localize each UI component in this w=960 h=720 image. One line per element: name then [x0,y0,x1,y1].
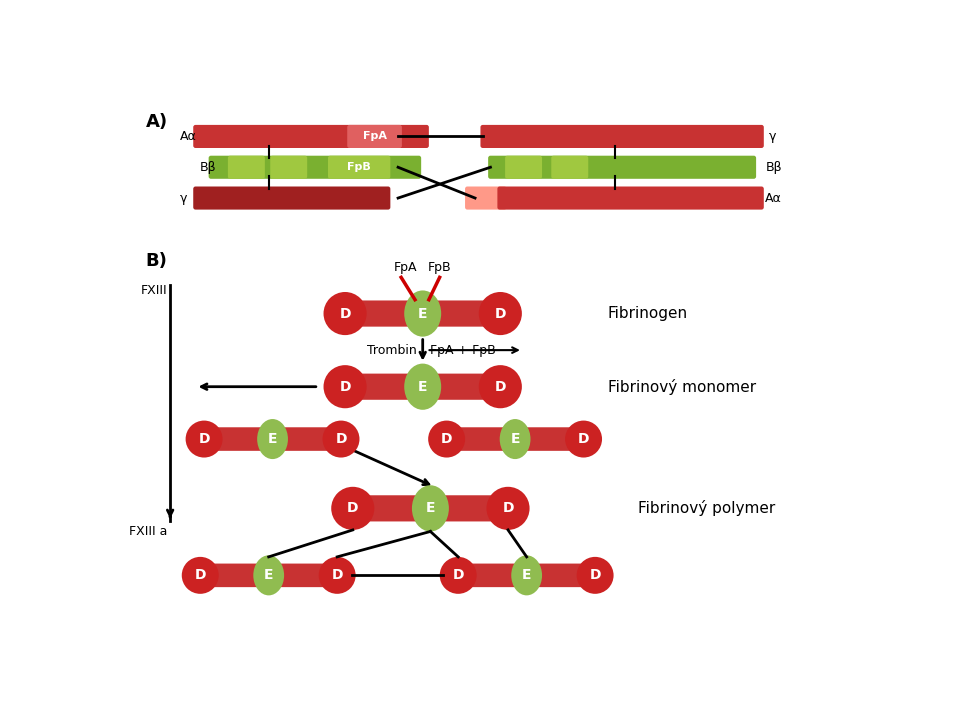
FancyBboxPatch shape [228,156,265,179]
Ellipse shape [512,555,542,595]
Text: FpA: FpA [394,261,418,274]
Text: D: D [578,432,589,446]
Text: B): B) [146,252,167,270]
Text: Bβ: Bβ [765,161,782,174]
Text: A): A) [146,113,168,131]
FancyBboxPatch shape [465,186,507,210]
Ellipse shape [479,365,522,408]
Text: D: D [195,568,206,582]
Text: D: D [347,501,358,516]
FancyBboxPatch shape [480,125,764,148]
Text: D: D [339,379,350,394]
Text: Aα: Aα [180,130,197,143]
Text: D: D [589,568,601,582]
Ellipse shape [331,487,374,530]
Text: Aα: Aα [765,192,782,204]
Ellipse shape [565,420,602,457]
Text: E: E [418,307,427,320]
Ellipse shape [479,292,522,335]
Ellipse shape [577,557,613,594]
Text: FpB: FpB [348,162,372,172]
FancyBboxPatch shape [497,186,764,210]
Text: Fibrinový monomer: Fibrinový monomer [608,379,756,395]
Text: FpA: FpA [363,132,387,141]
Ellipse shape [181,557,219,594]
Text: D: D [452,568,464,582]
Text: D: D [339,307,350,320]
Ellipse shape [323,420,359,457]
Text: D: D [494,307,506,320]
Text: D: D [441,432,452,446]
FancyBboxPatch shape [344,495,516,521]
Text: Bβ: Bβ [200,161,216,174]
FancyBboxPatch shape [208,156,421,179]
Text: E: E [264,568,274,582]
Text: D: D [331,568,343,582]
FancyBboxPatch shape [450,564,603,587]
Text: FpA + FpB: FpA + FpB [430,343,496,356]
FancyBboxPatch shape [193,564,345,587]
Ellipse shape [324,292,367,335]
Ellipse shape [404,290,442,337]
FancyBboxPatch shape [488,156,756,179]
Ellipse shape [487,487,530,530]
Text: D: D [199,432,210,446]
FancyBboxPatch shape [336,374,509,400]
FancyBboxPatch shape [551,156,588,179]
Text: FXIII a: FXIII a [129,525,167,538]
Ellipse shape [500,419,531,459]
Ellipse shape [404,364,442,410]
Ellipse shape [253,555,284,595]
Ellipse shape [440,557,477,594]
Ellipse shape [324,365,367,408]
Text: Fibrinový polymer: Fibrinový polymer [638,500,776,516]
Text: E: E [425,501,435,516]
FancyBboxPatch shape [505,156,542,179]
Text: E: E [511,432,520,446]
FancyBboxPatch shape [197,427,348,451]
Text: Trombin: Trombin [367,343,417,356]
Text: E: E [268,432,277,446]
Text: E: E [522,568,532,582]
Ellipse shape [428,420,466,457]
Text: γ: γ [180,192,187,204]
FancyBboxPatch shape [348,125,402,148]
FancyBboxPatch shape [193,186,391,210]
Text: E: E [418,379,427,394]
Text: Fibrinogen: Fibrinogen [608,306,687,321]
FancyBboxPatch shape [336,300,509,327]
Text: D: D [335,432,347,446]
Text: D: D [502,501,514,516]
Text: γ: γ [769,130,777,143]
Text: FpB: FpB [428,261,451,274]
FancyBboxPatch shape [271,156,307,179]
Ellipse shape [185,420,223,457]
FancyBboxPatch shape [439,427,591,451]
Text: D: D [494,379,506,394]
FancyBboxPatch shape [328,156,391,179]
Text: FXIII: FXIII [140,284,167,297]
FancyBboxPatch shape [193,125,429,148]
Ellipse shape [257,419,288,459]
Ellipse shape [412,485,449,531]
Ellipse shape [319,557,355,594]
